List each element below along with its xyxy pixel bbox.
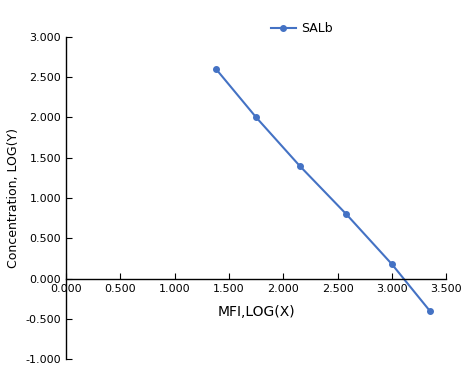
SALb bbox=[343, 212, 349, 216]
Y-axis label: Concentration, LOG(Y): Concentration, LOG(Y) bbox=[7, 128, 20, 268]
SALb bbox=[389, 262, 395, 267]
Line: SALb: SALb bbox=[213, 66, 433, 314]
X-axis label: MFI,LOG(X): MFI,LOG(X) bbox=[217, 305, 295, 319]
SALb bbox=[297, 163, 303, 168]
SALb bbox=[213, 67, 219, 71]
Legend: SALb: SALb bbox=[266, 17, 338, 40]
SALb bbox=[427, 309, 433, 313]
SALb bbox=[253, 115, 259, 120]
